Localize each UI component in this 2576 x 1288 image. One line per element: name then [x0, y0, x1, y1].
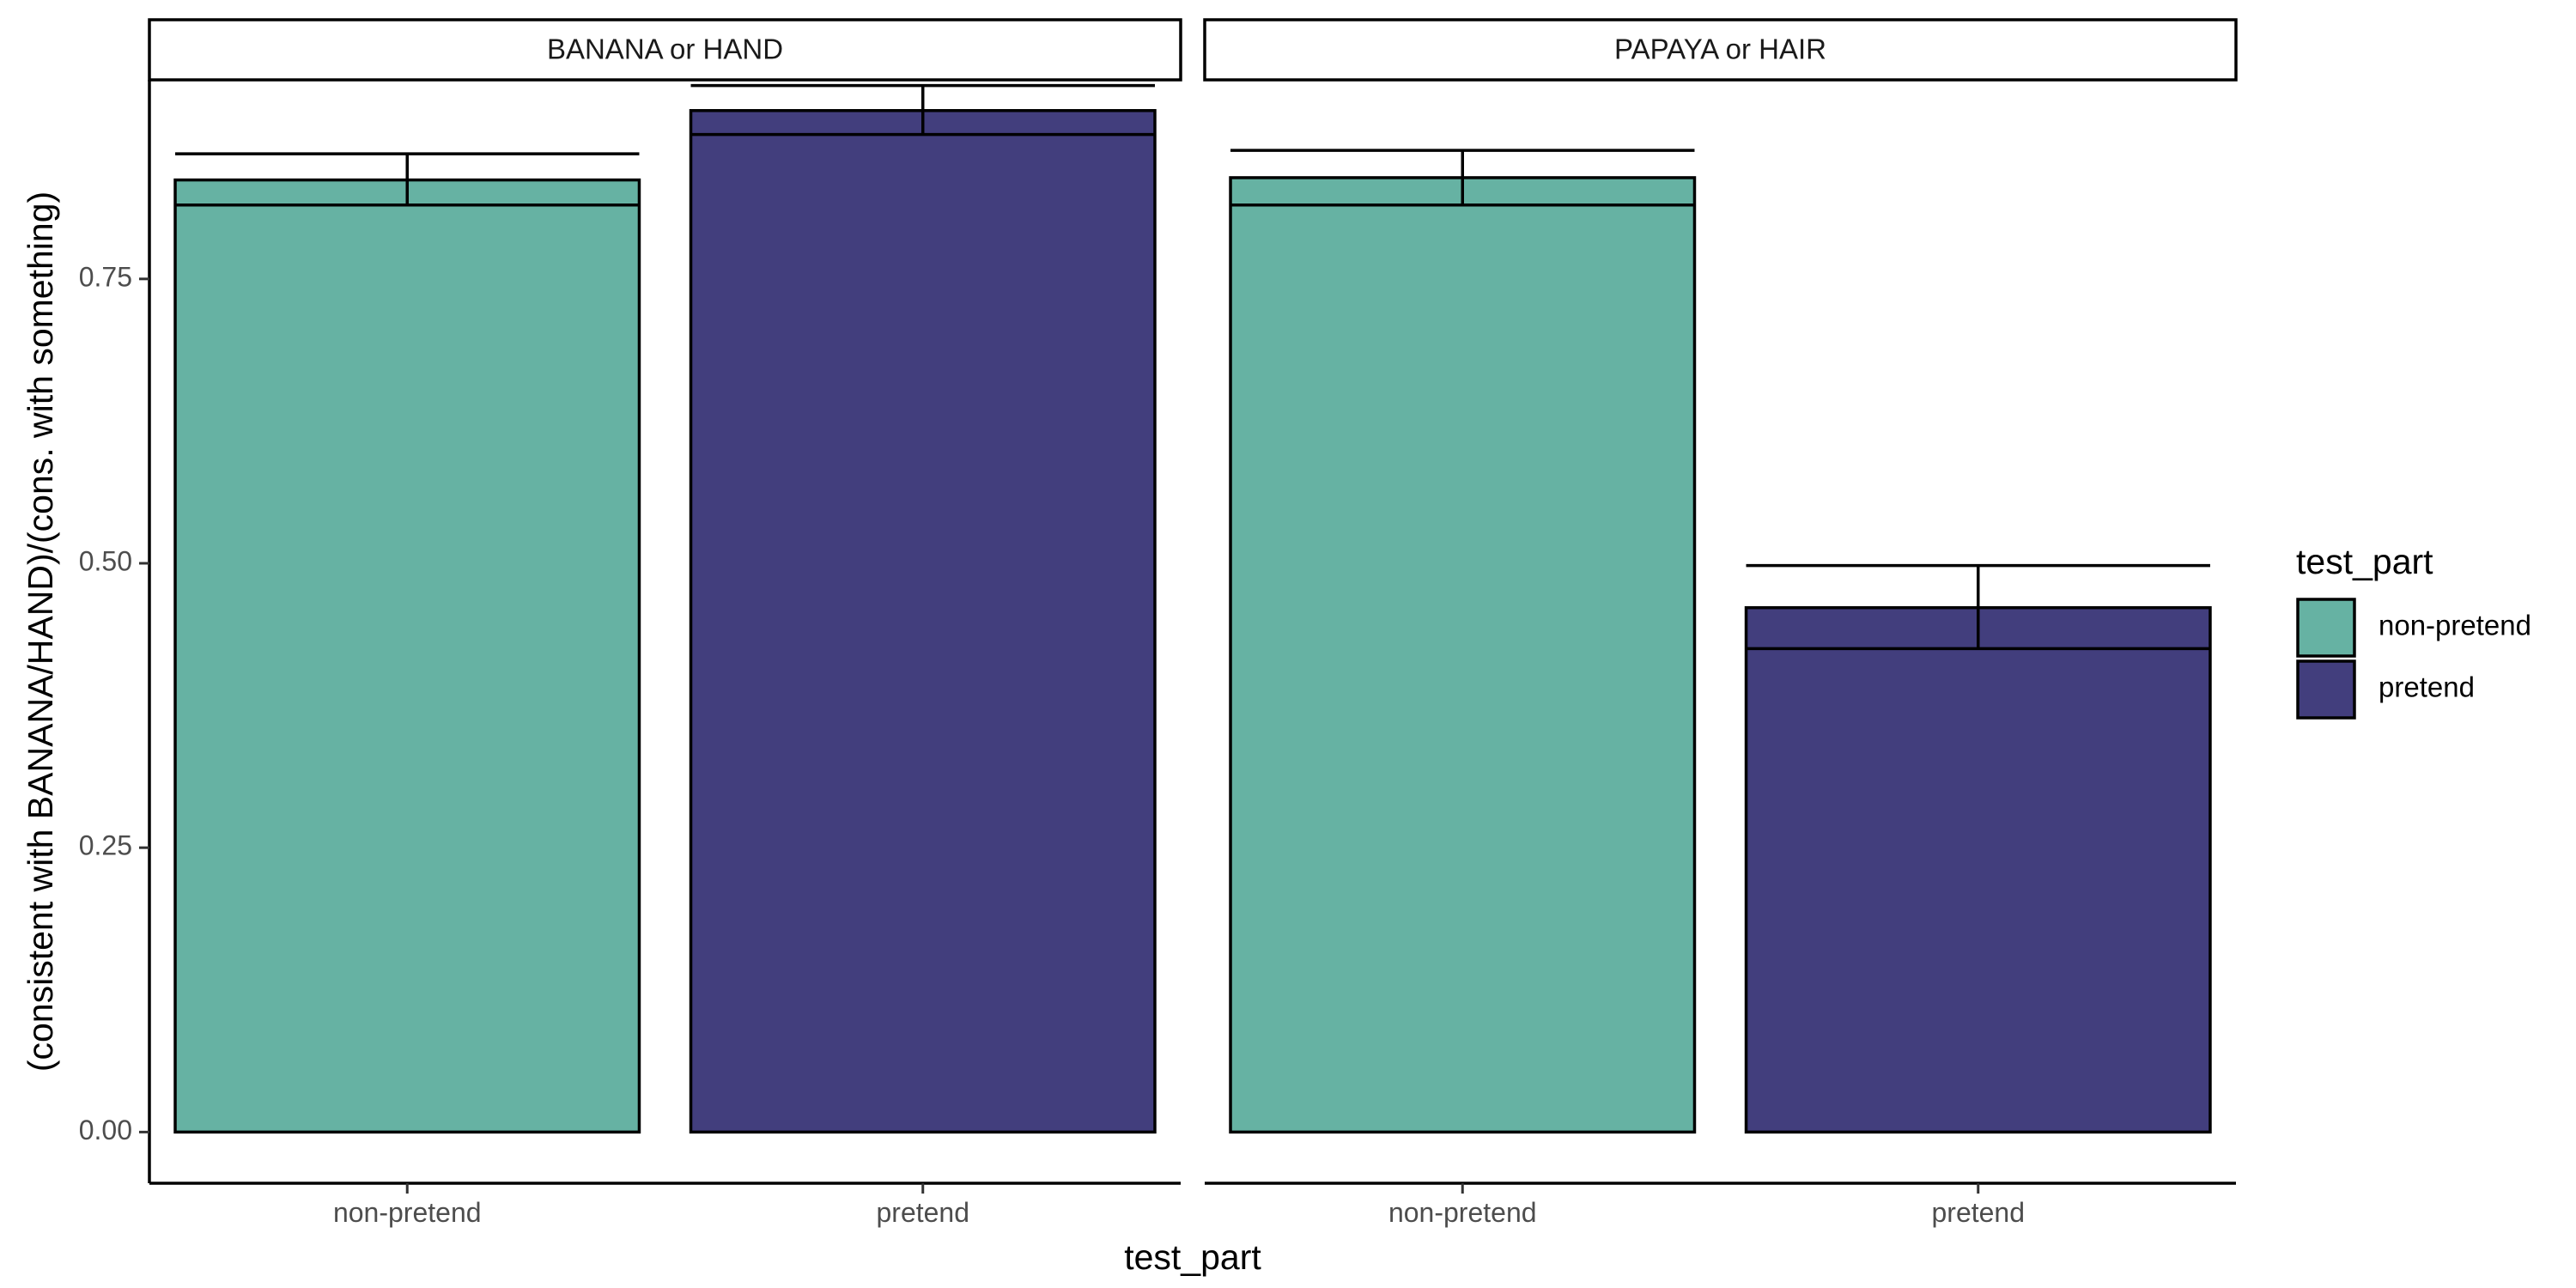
legend-key — [2296, 598, 2356, 658]
y-axis-title: (consistent with BANANA/HAND)/(cons. wit… — [21, 191, 60, 1072]
bar — [173, 178, 641, 1134]
legend-label: pretend — [2379, 671, 2475, 703]
legend-key — [2296, 659, 2356, 720]
facet-strip — [148, 18, 1182, 82]
legend: test_part non-pretend pretend — [2296, 542, 2531, 720]
facet-strip — [1203, 18, 2238, 82]
x-axis-title: test_part — [1124, 1237, 1261, 1277]
bar — [1229, 176, 1697, 1134]
legend-title: test_part — [2296, 542, 2433, 581]
x-tick-label: pretend — [876, 1197, 969, 1228]
y-tick-label: 0.50 — [79, 545, 132, 576]
bar — [689, 109, 1157, 1134]
facet-panel: PAPAYA or HAIR non-pretend pretend — [1203, 18, 2238, 1228]
x-tick-label: pretend — [1931, 1197, 2025, 1228]
y-tick-label: 0.00 — [79, 1115, 132, 1145]
legend-label: non-pretend — [2379, 610, 2531, 641]
facet-strip-label: PAPAYA or HAIR — [1614, 33, 1826, 65]
y-tick-label: 0.75 — [79, 261, 132, 292]
x-tick-label: non-pretend — [333, 1197, 482, 1228]
y-tick-label: 0.25 — [79, 830, 132, 861]
x-tick-label: non-pretend — [1388, 1197, 1537, 1228]
facet-panel: BANANA or HAND non-pretend pretend — [148, 18, 1182, 1228]
facet-strip-label: BANANA or HAND — [547, 33, 783, 65]
bar — [1744, 605, 2212, 1134]
